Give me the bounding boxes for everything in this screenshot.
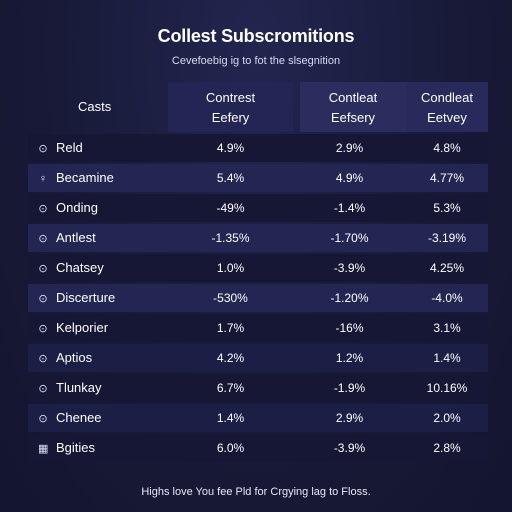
row-category: ⊙ Antlest (28, 224, 168, 252)
footer-note: Highs love You fee Pld for Crgying lag t… (141, 486, 371, 498)
row-value-col-1: 6.0% (216, 441, 245, 455)
row-value-col-3: 2.8% (433, 441, 461, 455)
row-value-col-1: -530% (213, 291, 248, 305)
row-category: ⊙ Tlunkay (28, 374, 168, 402)
row-value-col-3: 2.0% (433, 411, 461, 425)
row-value-col-1: 1.7% (216, 321, 245, 335)
table-body: ⊙ Reld 4.9% 2.9% 4.8% ♀ Becamine 5.4% 4.9% 4.77% ⊙… (28, 134, 488, 462)
comparison-table: Casts Contrest Eefery Contleat Eefsery C… (28, 82, 488, 462)
column-header-1-line2: Eefery (211, 110, 250, 125)
column-header-1[interactable]: Contrest Eefery (168, 82, 293, 132)
row-value-col-1: 1.0% (216, 261, 245, 275)
row-value-col-3: 1.4% (433, 351, 461, 365)
column-header-3-line2: Eetvey (427, 110, 467, 125)
table-row[interactable]: ⊙ Chenee 1.4% 2.9% 2.0% (28, 404, 488, 432)
table-row[interactable]: ⊙ Onding -49% -1.4% 5.3% (28, 194, 488, 222)
table-row[interactable]: ⊙ Reld 4.9% 2.9% 4.8% (28, 134, 488, 162)
table-row[interactable]: ⊙ Aptios 4.2% 1.2% 1.4% (28, 344, 488, 372)
row-category: ⊙ Aptios (28, 344, 168, 372)
clock-icon: ⊙ (38, 143, 48, 155)
row-label: Aptios (56, 350, 93, 365)
row-value-col-1: -1.35% (211, 231, 250, 245)
row-value-col-2: 4.9% (335, 171, 364, 185)
table-row[interactable]: ▦ Bgities 6.0% -3.9% 2.8% (28, 434, 488, 462)
clock-icon: ⊙ (38, 413, 48, 425)
row-label: Tlunkay (56, 380, 102, 395)
row-category: ⊙ Onding (28, 194, 168, 222)
row-value-col-3: 3.1% (433, 321, 461, 335)
row-value-col-1: 4.2% (216, 351, 245, 365)
table-row[interactable]: ⊙ Kelporier 1.7% -16% 3.1% (28, 314, 488, 342)
table-row[interactable]: ⊙ Tlunkay 6.7% -1.9% 10.16% (28, 374, 488, 402)
clock-icon: ⊙ (38, 293, 48, 305)
row-value-col-2: -1.70% (330, 231, 369, 245)
row-label: Chenee (56, 410, 102, 425)
table-row[interactable]: ⊙ Chatsey 1.0% -3.9% 4.25% (28, 254, 488, 282)
pin-icon: ♀ (38, 173, 48, 185)
row-label: Bgities (56, 440, 96, 455)
row-label: Reld (56, 140, 83, 155)
row-value-col-2: 2.9% (335, 141, 364, 155)
table-header-row: Casts Contrest Eefery Contleat Eefsery C… (28, 82, 488, 132)
row-value-col-3: 5.3% (433, 201, 461, 215)
row-label: Onding (56, 200, 98, 215)
row-value-col-2: -16% (335, 321, 364, 335)
row-label: Becamine (56, 170, 114, 185)
row-value-col-1: 4.9% (216, 141, 245, 155)
row-value-col-1: 1.4% (216, 411, 245, 425)
row-value-col-1: 5.4% (216, 171, 245, 185)
row-value-col-1: -49% (216, 201, 245, 215)
row-value-col-2: 2.9% (335, 411, 364, 425)
column-header-1-line1: Contrest (205, 90, 256, 105)
row-value-col-3: -4.0% (431, 291, 463, 305)
row-value-col-2: -3.9% (333, 261, 366, 275)
column-header-2-line2: Eefsery (330, 110, 376, 125)
row-category: ♀ Becamine (28, 164, 168, 192)
row-value-col-2: -1.4% (333, 201, 366, 215)
column-header-3-line1: Condleat (420, 90, 474, 105)
column-header-3[interactable]: Condleat Eetvey (406, 82, 488, 132)
clock-icon: ⊙ (38, 353, 48, 365)
row-category: ⊙ Kelporier (28, 314, 168, 342)
row-value-col-3: 4.8% (433, 141, 461, 155)
row-value-col-1: 6.7% (216, 381, 245, 395)
row-category: ▦ Bgities (28, 434, 168, 462)
row-label: Discerture (56, 290, 116, 305)
row-value-col-3: 10.16% (426, 381, 468, 395)
clock-icon: ⊙ (38, 383, 48, 395)
row-value-col-3: 4.77% (429, 171, 465, 185)
row-value-col-3: -3.19% (427, 231, 467, 245)
clock-icon: ⊙ (38, 263, 48, 275)
grid-icon: ▦ (38, 443, 49, 455)
page-subtitle: Cevefoebig ig to fot the slsegnition (171, 55, 341, 67)
row-value-col-2: -1.9% (333, 381, 366, 395)
clock-icon: ⊙ (38, 233, 48, 245)
table-row[interactable]: ⊙ Antlest -1.35% -1.70% -3.19% (28, 224, 488, 252)
column-header-2[interactable]: Contleat Eefsery (300, 82, 406, 132)
column-header-2-line1: Contleat (328, 90, 378, 105)
row-value-col-2: -3.9% (333, 441, 366, 455)
page-title: Collest Subscromitions (157, 26, 355, 46)
category-column-header: Casts (78, 99, 112, 114)
row-category: ⊙ Reld (28, 134, 168, 162)
row-category: ⊙ Chenee (28, 404, 168, 432)
row-label: Chatsey (56, 260, 104, 275)
row-value-col-3: 4.25% (429, 261, 465, 275)
table-row[interactable]: ♀ Becamine 5.4% 4.9% 4.77% (28, 164, 488, 192)
clock-icon: ⊙ (38, 203, 48, 215)
row-label: Antlest (56, 230, 96, 245)
row-value-col-2: 1.2% (335, 351, 364, 365)
row-value-col-2: -1.20% (330, 291, 369, 305)
clock-icon: ⊙ (38, 323, 48, 335)
table-row[interactable]: ⊙ Discerture -530% -1.20% -4.0% (28, 284, 488, 312)
row-label: Kelporier (56, 320, 109, 335)
row-category: ⊙ Discerture (28, 284, 168, 312)
row-category: ⊙ Chatsey (28, 254, 168, 282)
